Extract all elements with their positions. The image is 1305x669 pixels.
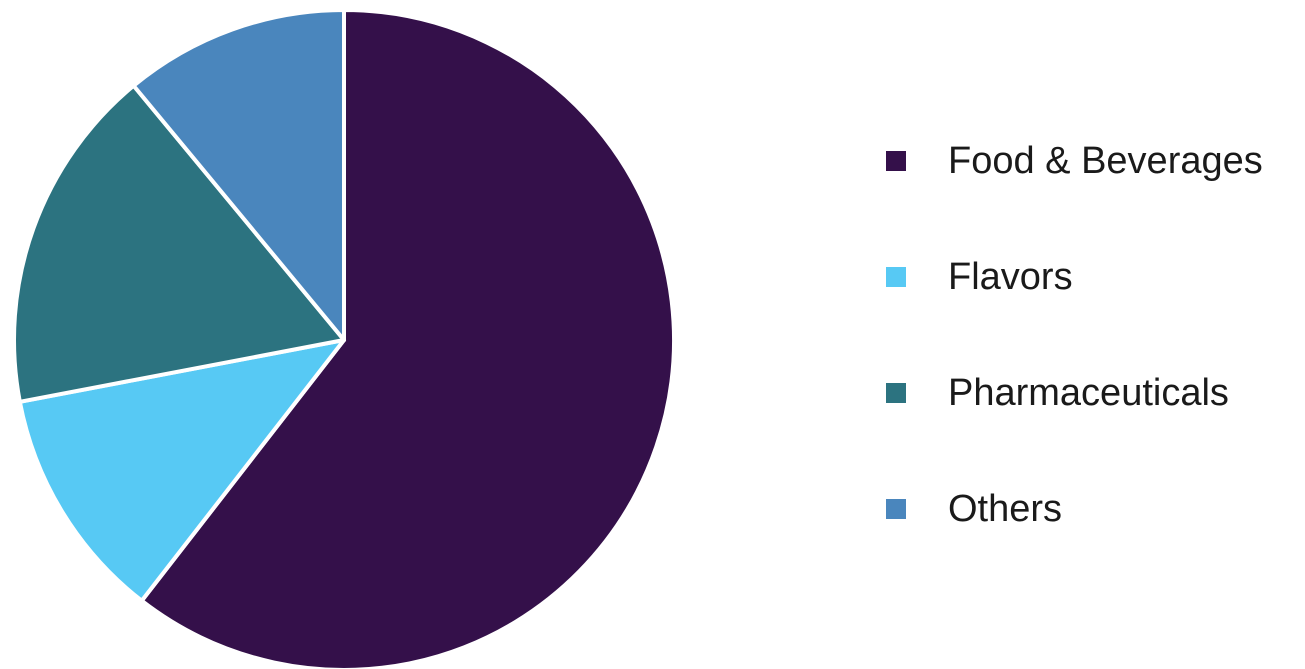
legend-item-flavors: Flavors <box>886 252 1296 302</box>
legend-item-others: Others <box>886 484 1296 534</box>
legend-item-pharmaceuticals: Pharmaceuticals <box>886 368 1296 418</box>
legend-label-pharmaceuticals: Pharmaceuticals <box>948 371 1229 414</box>
pie-plot-area <box>12 8 676 669</box>
legend-swatch-pharmaceuticals <box>886 383 906 403</box>
legend-label-food-beverages: Food & Beverages <box>948 139 1263 182</box>
legend-swatch-others <box>886 499 906 519</box>
legend-swatch-flavors <box>886 267 906 287</box>
legend-label-others: Others <box>948 487 1063 530</box>
legend-swatch-food-beverages <box>886 151 906 171</box>
legend-item-food-beverages: Food & Beverages <box>886 136 1296 186</box>
legend-label-flavors: Flavors <box>948 255 1073 298</box>
pie-slice-others <box>131 8 346 342</box>
pie-slice-pharmaceuticals <box>12 83 346 404</box>
pie-slice-flavors <box>17 338 346 603</box>
legend: Food & Beverages Flavors Pharmaceuticals… <box>886 136 1296 534</box>
